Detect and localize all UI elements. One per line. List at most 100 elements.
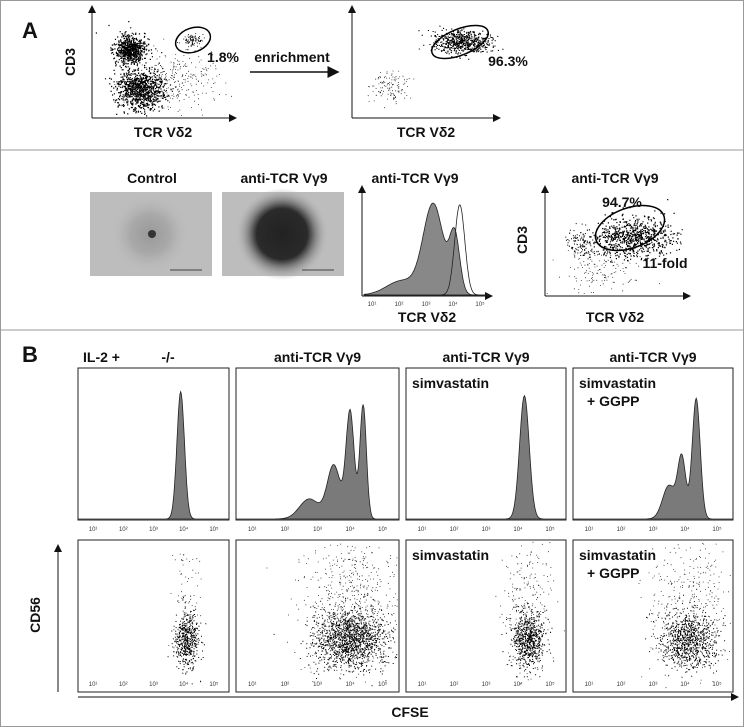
x-axis-label: TCR Vδ2 (397, 124, 455, 140)
panel-label: B (22, 342, 38, 367)
event-dots (645, 601, 726, 678)
treatment-label: simvastatin (579, 375, 656, 391)
x-tick-label: 10² (450, 527, 459, 533)
event-dots (95, 21, 163, 74)
x-tick-label: 10¹ (585, 527, 594, 533)
event-dots (273, 595, 398, 687)
x-tick-label: 10² (119, 527, 128, 533)
arrow-label: enrichment (254, 49, 330, 65)
event-dots (546, 236, 660, 294)
histogram-box (235, 367, 400, 521)
histogram-box (77, 367, 230, 521)
histogram-curve (364, 204, 490, 296)
x-tick-label: 10³ (149, 527, 158, 533)
gate-percent: 94.7% (602, 194, 642, 210)
event-dots (177, 33, 205, 48)
histogram-curve (406, 394, 566, 520)
x-tick-label: 10² (395, 302, 404, 308)
x-tick-label: 10² (617, 527, 626, 533)
x-tick-label: 10² (119, 682, 128, 688)
event-dots (266, 543, 398, 684)
x-tick-label: 10² (617, 682, 626, 688)
x-tick-label: 10⁵ (475, 301, 485, 308)
x-tick-label: 10⁴ (448, 301, 458, 308)
x-tick-label: 10⁵ (712, 681, 722, 688)
event-dots (167, 595, 207, 685)
histogram-box (572, 367, 734, 521)
treatment-label: + GGPP (587, 565, 640, 581)
x-tick-label: 10⁴ (179, 526, 189, 533)
y-axis-label: CD3 (62, 48, 78, 76)
x-tick-label: 10⁵ (209, 526, 219, 533)
x-tick-label: 10⁵ (712, 526, 722, 533)
x-tick-label: 10¹ (418, 682, 427, 688)
x-tick-label: 10⁴ (179, 681, 189, 688)
x-tick-label: 10³ (313, 682, 322, 688)
x-tick-label: 10⁴ (680, 681, 690, 688)
histogram-curve (363, 202, 490, 296)
plot-title: anti-TCR Vγ9 (571, 170, 658, 186)
gate (174, 26, 212, 54)
x-tick-label: 10⁵ (545, 526, 555, 533)
event-dots (168, 553, 202, 683)
x-tick-label: 10¹ (89, 527, 98, 533)
colony (236, 188, 328, 280)
panel-label: A (22, 18, 38, 43)
gate (594, 204, 666, 252)
x-tick-label: 10¹ (368, 302, 377, 308)
event-dots (495, 541, 565, 681)
y-axis-label: CD56 (27, 597, 43, 633)
gate (431, 24, 489, 60)
event-dots (565, 223, 594, 258)
x-tick-label: 10⁵ (209, 681, 219, 688)
event-dots (114, 38, 234, 116)
y-axis-label: CD3 (514, 226, 530, 254)
colony-center (148, 230, 156, 238)
x-tick-label: 10⁵ (378, 526, 388, 533)
column-title: anti-TCR Vγ9 (274, 349, 361, 365)
x-tick-label: 10¹ (248, 527, 257, 533)
x-tick-label: 10³ (422, 302, 431, 308)
x-tick-label: 10² (281, 682, 290, 688)
x-tick-label: 10² (281, 527, 290, 533)
x-tick-label: 10³ (482, 527, 491, 533)
histogram-curve (78, 390, 229, 520)
treatment-label: simvastatin (579, 547, 656, 563)
x-tick-label: 10⁴ (345, 526, 355, 533)
treatment-label: + GGPP (587, 393, 640, 409)
dotplot-box (405, 539, 567, 693)
event-dots (367, 70, 415, 109)
column-title: anti-TCR Vγ9 (442, 349, 529, 365)
plot-title: anti-TCR Vγ9 (371, 170, 458, 186)
x-tick-label: 10⁴ (513, 681, 523, 688)
event-dots (104, 57, 177, 117)
image-title: Control (127, 170, 177, 186)
event-dots (569, 199, 683, 269)
x-tick-label: 10² (450, 682, 459, 688)
dotplot-box (235, 539, 400, 693)
dotplot-box (77, 539, 230, 693)
histogram-curve (236, 404, 399, 520)
dotplot-box (572, 539, 734, 693)
x-tick-label: 10³ (313, 527, 322, 533)
x-tick-label: 10⁴ (513, 526, 523, 533)
x-axis-label: TCR Vδ2 (134, 124, 192, 140)
event-dots (638, 543, 731, 689)
column-treatment: -/- (161, 349, 175, 365)
x-tick-label: 10⁴ (680, 526, 690, 533)
treatment-label: simvastatin (412, 375, 489, 391)
event-dots (418, 25, 504, 60)
x-tick-label: 10³ (649, 527, 658, 533)
gate-percent: 1.8% (207, 49, 239, 65)
x-axis-label: TCR Vδ2 (398, 309, 456, 325)
x-tick-label: 10¹ (585, 682, 594, 688)
x-tick-label: 10¹ (418, 527, 427, 533)
histogram-box (405, 367, 567, 521)
x-tick-label: 10⁴ (345, 681, 355, 688)
image-title: anti-TCR Vγ9 (240, 170, 327, 186)
x-tick-label: 10¹ (89, 682, 98, 688)
gate-percent: 96.3% (488, 53, 528, 69)
histogram-curve (573, 397, 733, 520)
treatment-label: simvastatin (412, 547, 489, 563)
